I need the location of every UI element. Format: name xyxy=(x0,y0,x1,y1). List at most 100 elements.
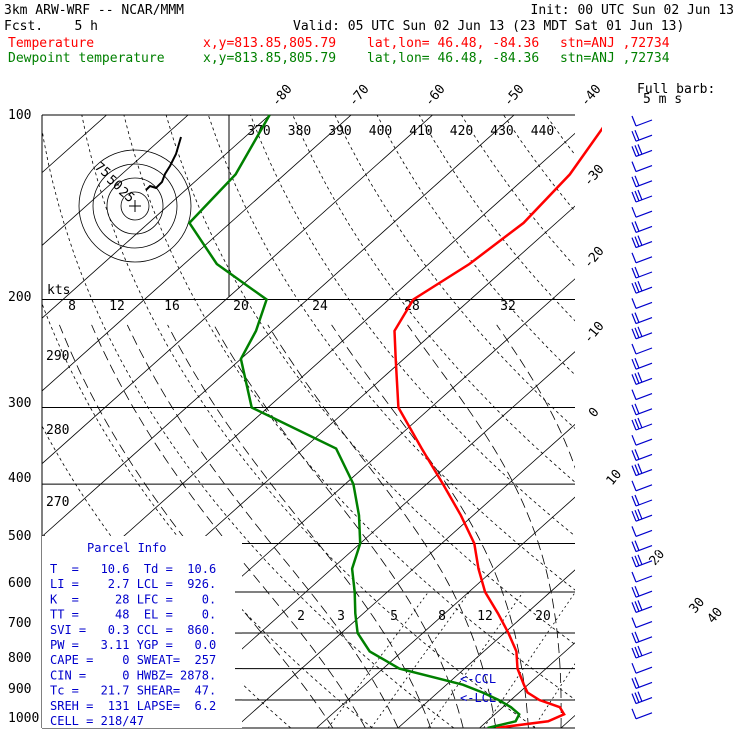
barb-flag xyxy=(634,236,640,247)
isotherm xyxy=(42,132,575,610)
barb-flag xyxy=(637,691,643,702)
mixing-ratio-label: 5 xyxy=(390,609,398,624)
wind-barb xyxy=(631,449,653,461)
parcel-row: CIN = 0 HWBZ= 2878. xyxy=(50,668,216,682)
isotherm-label: 30 xyxy=(687,595,709,617)
wind-barb xyxy=(631,417,653,431)
wind-barb xyxy=(631,508,653,522)
barb-shaft xyxy=(635,347,653,355)
barb-flag xyxy=(631,115,637,127)
mixing-ratio-label: 3 xyxy=(337,609,345,624)
barb-flag xyxy=(634,585,640,597)
barb-flag xyxy=(631,267,637,279)
isotherm xyxy=(560,714,575,728)
dry-adiabat xyxy=(418,115,575,322)
moist-adiabat xyxy=(691,325,740,728)
isotherm-label: -10 xyxy=(581,319,608,347)
wind-barb xyxy=(631,480,653,492)
dry-adiabat xyxy=(588,115,740,728)
temp-xy: x,y=813.85,805.79 xyxy=(203,36,337,51)
barb-flag xyxy=(634,601,640,612)
hodo-ring xyxy=(78,149,192,263)
barb-flag xyxy=(631,450,637,461)
hodo-speed-label: 16 xyxy=(164,299,180,314)
wind-barb xyxy=(631,708,653,720)
wind-barb xyxy=(631,631,653,644)
pressure-label: 900 xyxy=(8,682,31,697)
barb-flag xyxy=(631,419,637,431)
barb-flag xyxy=(631,191,637,203)
wind-barb xyxy=(631,144,653,157)
wind-barb xyxy=(631,554,653,568)
barb-flag xyxy=(631,541,637,552)
wind-barb xyxy=(631,434,653,446)
pressure-label: 800 xyxy=(8,651,31,666)
barb-flag xyxy=(634,129,640,141)
theta-label: 390 xyxy=(328,124,351,139)
barb-flag xyxy=(634,555,640,567)
forecast-hour: Fcst. 5 h xyxy=(4,19,98,34)
parcel-row: CELL = 218/47 xyxy=(50,714,144,728)
dry-adiabat xyxy=(292,115,575,483)
hodo-speed-label: 8 xyxy=(68,299,76,314)
wind-barb xyxy=(631,298,653,309)
isotherm-label: -20 xyxy=(581,244,608,272)
wind-barb xyxy=(631,540,653,553)
mixing-ratio-label: 12 xyxy=(477,609,493,624)
isotherm-label: -80 xyxy=(269,82,296,110)
wind-barb xyxy=(631,252,653,264)
mixing-ratio-line xyxy=(427,591,524,728)
wind-barb xyxy=(631,189,653,203)
barb-flag xyxy=(631,313,637,324)
dry-adiabat xyxy=(81,115,536,728)
moist-adiabat xyxy=(595,325,645,728)
barb-flag xyxy=(631,571,637,583)
pressure-label: 500 xyxy=(8,529,31,544)
dry-adiabat xyxy=(461,115,575,267)
theta-label: 420 xyxy=(450,124,473,139)
barb-flag xyxy=(634,312,640,323)
moist-adiabat xyxy=(167,324,431,728)
barb-flag xyxy=(631,617,637,628)
pressure-label: 600 xyxy=(8,576,31,591)
parcel-row: PW = 3.11 YGP = 0.0 xyxy=(50,638,216,652)
series-temperature xyxy=(393,126,602,728)
wind-barb xyxy=(631,677,653,689)
barb-shaft xyxy=(635,666,653,674)
parcel-row: TT = 48 EL = 0. xyxy=(50,608,216,622)
barb-shaft xyxy=(635,210,653,218)
barb-flag xyxy=(634,221,640,232)
barb-flag xyxy=(631,222,637,233)
theta-label: 440 xyxy=(531,124,554,139)
dry-adiabat xyxy=(715,115,740,728)
ccl-label: <-CCL xyxy=(460,672,496,686)
barb-flag xyxy=(631,374,637,385)
dry-adiabat xyxy=(42,127,455,728)
barb-flag xyxy=(631,389,637,400)
theta-label: 410 xyxy=(409,124,432,139)
isotherm-label: 10 xyxy=(604,467,626,489)
isotherm xyxy=(42,115,515,538)
mixing-ratio-label: 8 xyxy=(438,609,446,624)
barb-flag xyxy=(634,464,640,475)
pressure-label: 1000 xyxy=(8,711,39,726)
lcl-label: <-LCL xyxy=(460,691,496,705)
barb-flag xyxy=(637,144,643,155)
hodo-speed-label: 12 xyxy=(109,299,125,314)
clipped-background xyxy=(42,115,740,728)
barb-shaft xyxy=(635,301,653,309)
barb-flag xyxy=(634,449,640,460)
wind-barb xyxy=(631,662,653,674)
hodo-ring xyxy=(106,177,164,235)
wind-barb xyxy=(631,280,653,294)
isotherm xyxy=(153,351,575,728)
barb-flag xyxy=(631,176,637,188)
barb-flag xyxy=(631,678,637,689)
wind-barb xyxy=(631,389,653,401)
theta-label: 430 xyxy=(490,124,513,139)
barb-shaft xyxy=(635,165,653,173)
barb-flag xyxy=(631,161,637,172)
model-title: 3km ARW-WRF -- NCAR/MMM xyxy=(4,3,185,18)
pressure-label: 200 xyxy=(8,290,31,305)
barb-shaft xyxy=(635,621,653,629)
